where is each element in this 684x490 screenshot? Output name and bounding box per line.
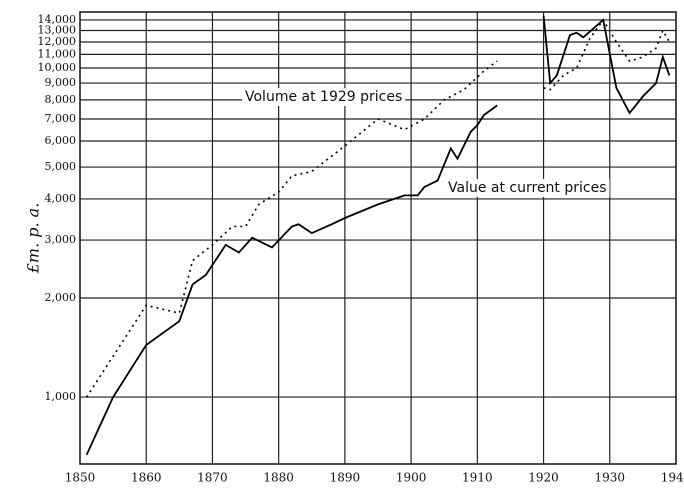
series-label: Volume at 1929 prices bbox=[245, 89, 402, 105]
x-tick-label: 1920 bbox=[528, 471, 559, 485]
y-tick-label: 4,000 bbox=[45, 192, 77, 205]
x-tick-label: 1850 bbox=[65, 471, 96, 485]
x-tick-label: 1910 bbox=[462, 471, 493, 485]
y-tick-label: 13,000 bbox=[38, 24, 77, 37]
x-tick-label: 1870 bbox=[197, 471, 228, 485]
x-tick-label: 1860 bbox=[131, 471, 162, 485]
y-tick-label: 14,000 bbox=[38, 13, 77, 26]
plot-frame bbox=[79, 11, 677, 465]
series-label: Value at current prices bbox=[448, 180, 607, 196]
y-tick-label: 8,000 bbox=[45, 93, 77, 106]
y-tick-label: 3,000 bbox=[45, 233, 77, 246]
data-line bbox=[85, 15, 671, 456]
y-tick-label: 9,000 bbox=[45, 76, 77, 89]
y-tick-label: 2,000 bbox=[45, 291, 77, 304]
y-tick-label: 10,000 bbox=[38, 61, 77, 74]
x-tick-label: 1930 bbox=[595, 471, 626, 485]
x-tick-label: 1890 bbox=[330, 471, 361, 485]
x-tick-label: 1880 bbox=[263, 471, 294, 485]
x-tick-label: 1900 bbox=[396, 471, 427, 485]
y-tick-label: 7,000 bbox=[45, 112, 77, 125]
y-tick-label: 11,000 bbox=[38, 47, 77, 60]
y-tick-label: 5,000 bbox=[45, 160, 77, 173]
x-tick-label: 1940 bbox=[661, 471, 684, 485]
y-tick-label: 6,000 bbox=[45, 134, 77, 147]
label-background bbox=[242, 88, 406, 106]
y-tick-label: 12,000 bbox=[38, 35, 77, 48]
label-background bbox=[445, 179, 610, 197]
data-line bbox=[85, 18, 671, 398]
y-axis-label: £m. p. a. bbox=[24, 203, 43, 275]
y-tick-label: 1,000 bbox=[45, 390, 77, 403]
